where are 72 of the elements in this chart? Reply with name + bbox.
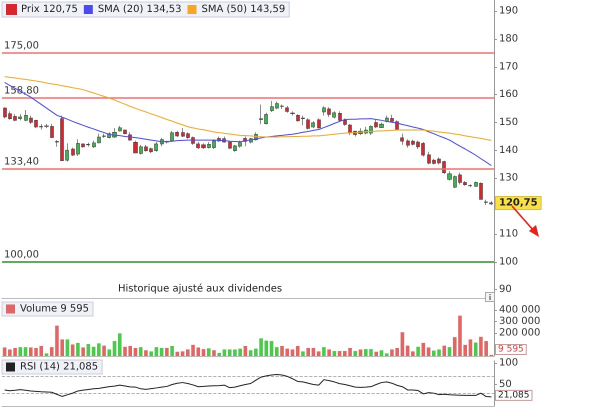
bar xyxy=(354,351,358,356)
bar xyxy=(165,348,169,356)
y-tick-label: 200 000 xyxy=(499,328,540,339)
line-series xyxy=(4,82,492,166)
bar xyxy=(76,342,80,356)
bar xyxy=(176,352,180,356)
candlestick xyxy=(285,106,289,114)
bar xyxy=(160,348,164,356)
bar xyxy=(244,346,248,356)
bar xyxy=(102,346,106,356)
y-tick-label: 110 xyxy=(499,228,518,240)
y-tick-label: 100 xyxy=(499,358,518,368)
candlestick xyxy=(338,111,342,122)
y-tick-label: 160 xyxy=(499,89,518,100)
candlestick xyxy=(400,133,404,146)
y-tick-label: 300 000 xyxy=(499,316,540,328)
y-tick-label: 100 xyxy=(499,256,518,268)
y-tick-label: 190 xyxy=(499,6,518,17)
bar xyxy=(474,342,478,356)
bar xyxy=(327,349,331,356)
legend-label: Volume 9 595 xyxy=(20,304,89,314)
bar xyxy=(416,346,420,356)
bar xyxy=(44,353,48,356)
bar xyxy=(442,346,446,356)
ref-line-label: 175,00 xyxy=(4,40,39,52)
legend-label: SMA (50) 143,59 xyxy=(202,4,286,15)
y-tick-label: 150 xyxy=(499,117,518,128)
text: 9 595 xyxy=(498,344,524,354)
line-series xyxy=(4,374,492,398)
bar xyxy=(332,351,336,356)
ref-line-label: 100,00 xyxy=(4,249,39,260)
bar xyxy=(479,336,483,356)
legend-label: RSI (14) 21,085 xyxy=(20,362,98,372)
legend-label: SMA (20) 134,53 xyxy=(98,4,182,15)
ref-line-label: 133,40 xyxy=(4,156,39,168)
bar xyxy=(426,348,430,356)
y-tick-label: 140 xyxy=(499,144,518,156)
bar xyxy=(448,347,452,356)
bar xyxy=(206,348,211,356)
bar xyxy=(374,352,378,356)
bar xyxy=(170,346,174,356)
bar xyxy=(390,349,394,356)
bar xyxy=(138,347,142,356)
text: 120,75 xyxy=(499,198,538,209)
bar xyxy=(316,351,320,356)
legend-label: Prix 120,75 xyxy=(21,4,78,15)
bar xyxy=(322,347,326,356)
bar xyxy=(13,348,17,356)
candlestick xyxy=(468,184,472,188)
y-tick-label: 170 xyxy=(499,61,518,72)
bar xyxy=(86,344,90,356)
text: 21,085 xyxy=(498,390,530,400)
bar xyxy=(422,342,426,356)
candlestick xyxy=(317,118,321,129)
line-series xyxy=(4,76,492,141)
y-tick-label: 130 xyxy=(499,172,518,184)
bar xyxy=(348,348,352,356)
y-tick-label: 90 xyxy=(499,284,512,296)
bar xyxy=(301,351,305,356)
annotation: Historique ajusté aux dividendes xyxy=(118,284,282,294)
bar xyxy=(18,347,22,356)
bar xyxy=(144,350,148,356)
bar xyxy=(24,347,28,356)
y-tick-label: 180 xyxy=(499,33,518,44)
bar xyxy=(70,344,74,356)
bar xyxy=(81,348,85,356)
y-tick-label: 50 xyxy=(499,379,512,390)
bar xyxy=(358,349,362,356)
bar xyxy=(238,348,242,356)
y-tick-label: 400 000 xyxy=(499,304,540,316)
bar xyxy=(212,350,216,356)
bar xyxy=(66,339,70,356)
